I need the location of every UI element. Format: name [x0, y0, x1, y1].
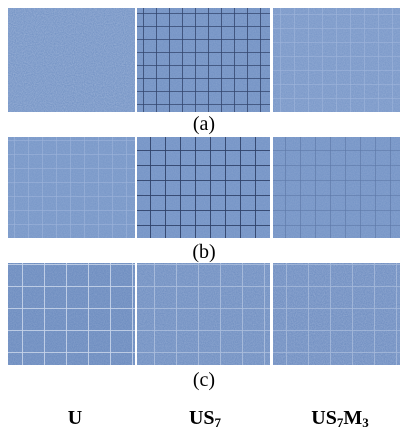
grid-pattern — [273, 263, 400, 365]
label-part: US — [189, 407, 215, 429]
row-label: (c) — [193, 369, 215, 391]
column-label: US7M3 — [311, 407, 369, 430]
label-subscript: 7 — [215, 415, 222, 430]
page: (a) (b) (c) U US7 US7M3 (() => { const d… — [0, 0, 403, 433]
label-part: US — [311, 407, 337, 429]
row-label: (a) — [193, 113, 215, 135]
figure: (a) (b) (c) U US7 US7M3 — [0, 0, 403, 433]
label-subscript: 3 — [362, 415, 369, 430]
column-label: U — [68, 407, 82, 429]
grid-pattern — [137, 137, 270, 238]
row-label: (b) — [192, 241, 215, 263]
grid-pattern — [8, 137, 135, 238]
label-part: M — [343, 407, 362, 429]
grid-pattern — [137, 263, 270, 365]
label-part: U — [68, 407, 82, 429]
grid-pattern — [137, 8, 270, 112]
grid-pattern — [273, 8, 400, 112]
texture — [8, 8, 135, 112]
grid-pattern — [273, 137, 400, 238]
column-label: US7 — [189, 407, 222, 430]
grid-pattern — [8, 263, 135, 365]
panel-grid — [8, 8, 400, 365]
